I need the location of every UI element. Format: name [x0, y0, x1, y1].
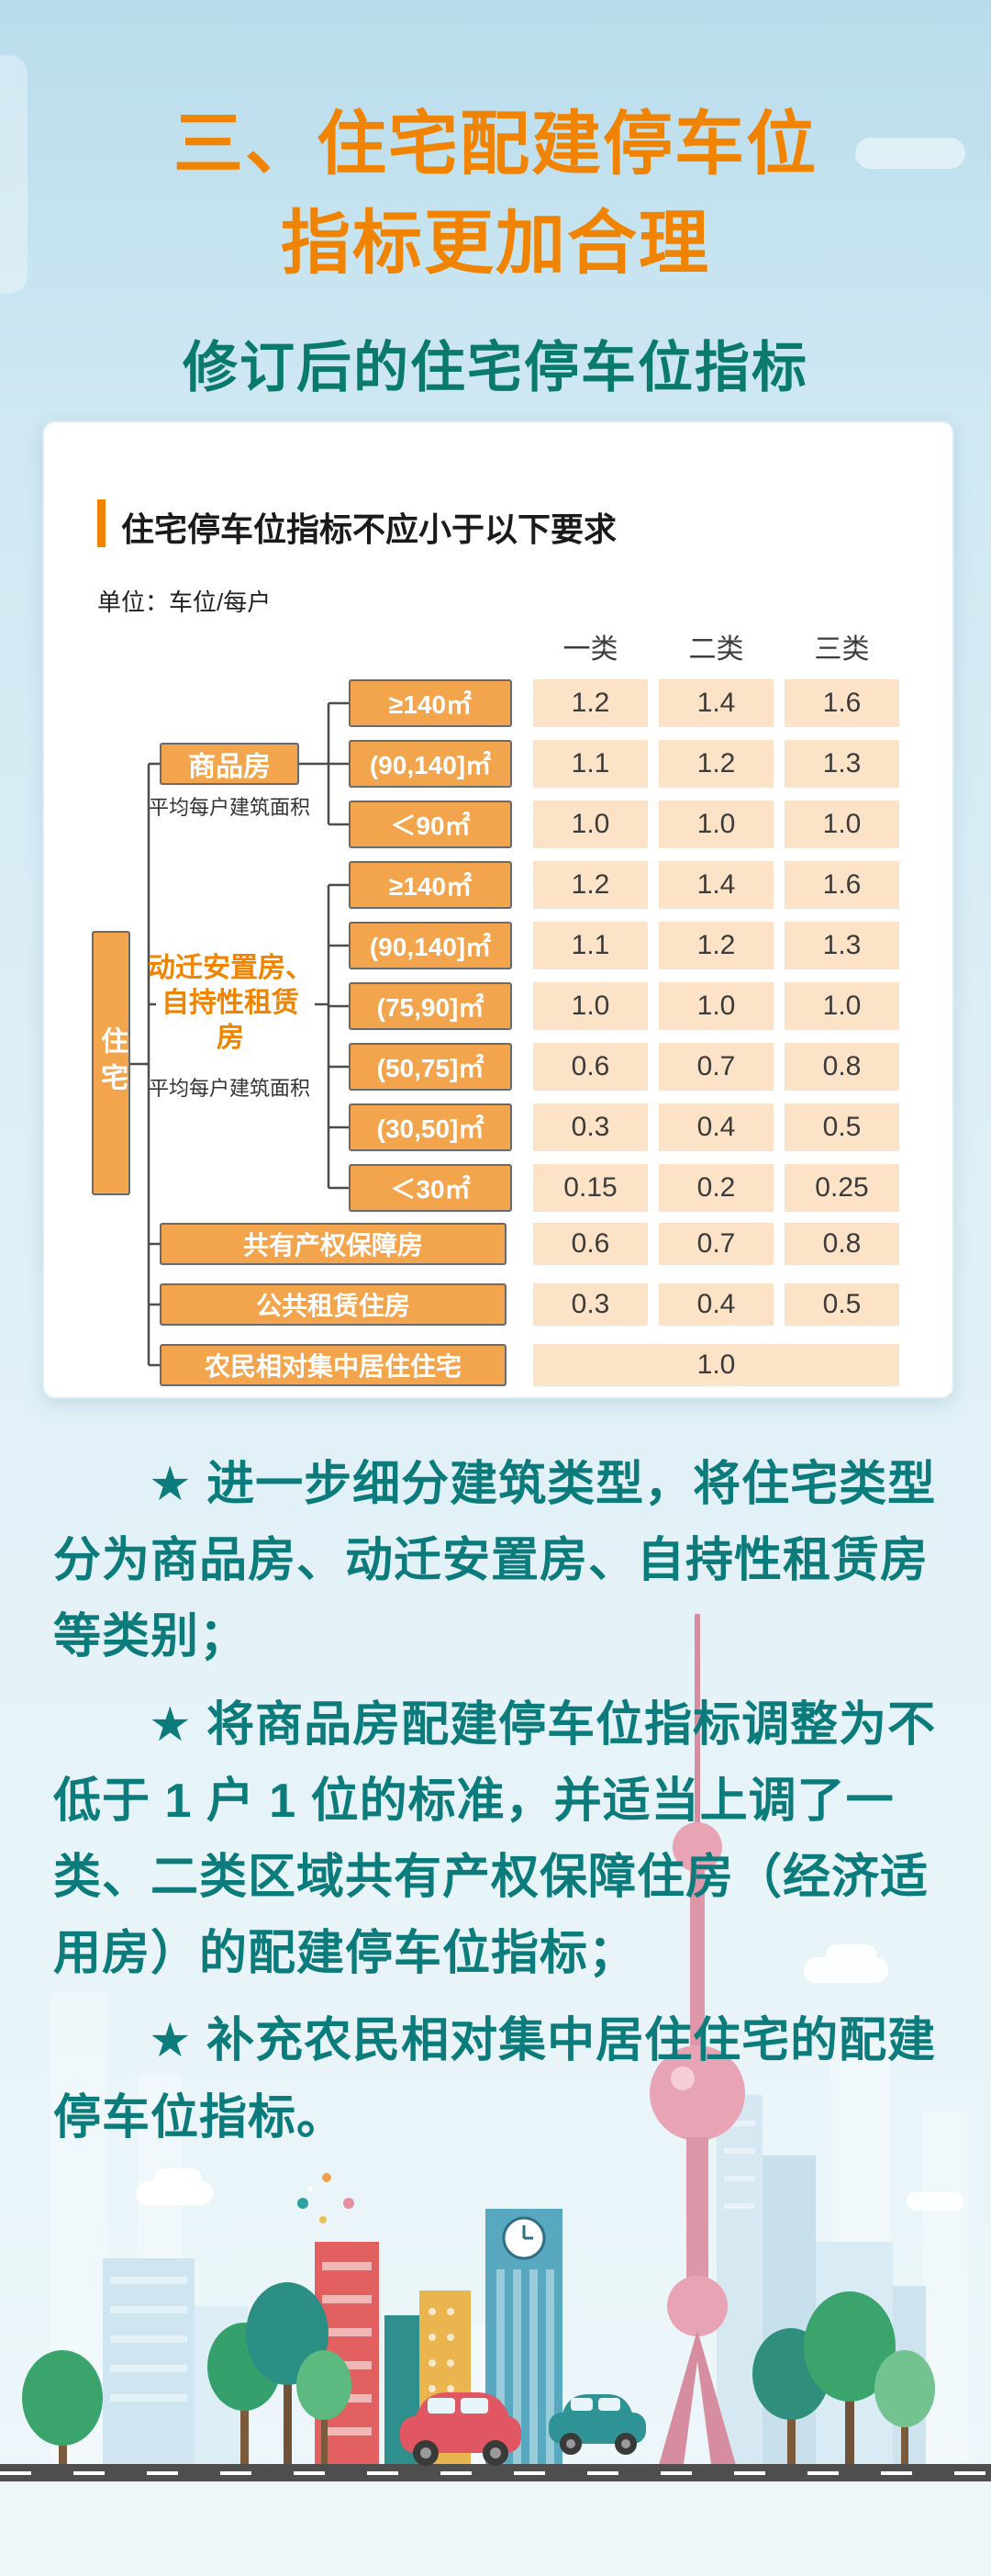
value-cell: 0.3 — [533, 1103, 648, 1151]
value-cell: 1.2 — [659, 740, 774, 788]
value-cell: 0.8 — [785, 1223, 899, 1265]
notes-section: ★ 进一步细分建筑类型，将住宅类型分为商品房、动迁安置房、自持性租赁房等类别； … — [53, 1447, 938, 2167]
value-cell: 0.6 — [533, 1223, 648, 1265]
deco-light-bar-left — [0, 55, 28, 294]
red-car-icon — [400, 2392, 521, 2466]
column-headers: 一类 二类 三类 — [533, 626, 899, 666]
value-cell: 0.5 — [785, 1103, 899, 1151]
page-title-line2: 指标更加合理 — [281, 204, 710, 283]
value-cell: 1.0 — [785, 801, 899, 848]
area-box: (50,75]㎡ — [349, 1043, 512, 1091]
confetti-dots — [297, 2173, 354, 2223]
value-cell: 0.6 — [533, 1043, 648, 1091]
group4-public-rental-box: 公共租赁住房 — [160, 1283, 507, 1326]
page-title-line1: 三、住宅配建停车位 — [173, 106, 818, 184]
area-box: ＜90㎡ — [349, 801, 512, 848]
value-cell: 0.25 — [785, 1164, 899, 1212]
note-3: ★ 补充农民相对集中居住住宅的配建停车位指标。 — [53, 2014, 937, 2145]
value-cell: 1.2 — [533, 861, 648, 909]
col-header-1: 一类 — [562, 634, 618, 665]
value-cell: 1.3 — [785, 922, 899, 969]
table-title: 住宅停车位指标不应小于以下要求 — [121, 510, 618, 548]
value-cell: 1.0 — [659, 982, 774, 1030]
area-box: ≥140㎡ — [349, 861, 512, 909]
value-cell: 0.2 — [659, 1164, 774, 1212]
area-box: (90,140]㎡ — [349, 740, 512, 788]
trees-left — [22, 2282, 351, 2471]
value-cell: 1.4 — [659, 679, 774, 727]
clouds — [136, 1944, 963, 2211]
group1-commodity-housing-box: 商品房 — [160, 743, 299, 785]
teal-car-icon — [549, 2394, 646, 2455]
value-cell: 1.6 — [785, 679, 899, 727]
value-cell: 0.4 — [659, 1103, 774, 1151]
road — [0, 2464, 991, 2481]
value-cell-span: 1.0 — [533, 1344, 899, 1386]
value-cell: 1.0 — [659, 801, 774, 848]
tree-connectors — [130, 701, 349, 1367]
page-title: 三、住宅配建停车位 指标更加合理 — [0, 95, 991, 294]
unit-label: 单位：车位/每户 — [97, 588, 272, 616]
header-accent-bar — [97, 499, 106, 547]
value-cell: 0.5 — [785, 1283, 899, 1326]
value-cell: 1.0 — [785, 982, 899, 1030]
area-box: ≥140㎡ — [349, 679, 512, 727]
deco-cloud-top-right — [855, 138, 965, 169]
group2-area-note: 平均每户建筑面积 — [148, 1077, 310, 1100]
value-cell: 0.7 — [659, 1223, 774, 1265]
value-cell: 1.3 — [785, 740, 899, 788]
city-illustration — [0, 1614, 991, 2576]
area-box: ＜30㎡ — [349, 1164, 512, 1212]
value-cell: 0.7 — [659, 1043, 774, 1091]
group3-shared-ownership-box: 共有产权保障房 — [160, 1223, 507, 1265]
col-header-2: 二类 — [688, 634, 744, 665]
value-cell: 0.3 — [533, 1283, 648, 1326]
area-box: (75,90]㎡ — [349, 982, 512, 1030]
value-cell: 1.2 — [533, 679, 648, 727]
trees-right — [752, 2291, 935, 2471]
standards-card: 住宅停车位指标不应小于以下要求 单位：车位/每户 一类 二类 三类 住宅 商品房… — [42, 420, 954, 1399]
area-box: (90,140]㎡ — [349, 922, 512, 969]
area-box: (30,50]㎡ — [349, 1103, 512, 1151]
page-subtitle: 修订后的住宅停车位指标 — [183, 337, 808, 398]
pearl-tower-icon — [650, 1614, 745, 2471]
value-cell: 1.0 — [533, 801, 648, 848]
value-cell: 1.6 — [785, 861, 899, 909]
ground — [0, 2481, 991, 2576]
group1-area-note: 平均每户建筑面积 — [148, 796, 310, 819]
value-cell: 0.4 — [659, 1283, 774, 1326]
value-cell: 0.8 — [785, 1043, 899, 1091]
value-cell: 0.15 — [533, 1164, 648, 1212]
note-1: ★ 进一步细分建筑类型，将住宅类型分为商品房、动迁安置房、自持性租赁房等类别； — [53, 1458, 937, 1664]
root-category-box: 住宅 — [92, 931, 130, 1195]
value-cell: 1.2 — [659, 922, 774, 969]
value-cell: 1.1 — [533, 740, 648, 788]
note-2: ★ 将商品房配建停车位指标调整为不低于 1 户 1 位的标准，并适当上调了一类、… — [53, 1697, 937, 1981]
value-cell: 1.4 — [659, 861, 774, 909]
group5-farmer-housing-box: 农民相对集中居住住宅 — [160, 1344, 507, 1386]
col-header-3: 三类 — [814, 634, 870, 665]
value-cell: 1.1 — [533, 922, 648, 969]
value-cell: 1.0 — [533, 982, 648, 1030]
group2-relocation-rental-label: 动迁安置房、 自持性租赁 房 — [148, 953, 313, 1053]
